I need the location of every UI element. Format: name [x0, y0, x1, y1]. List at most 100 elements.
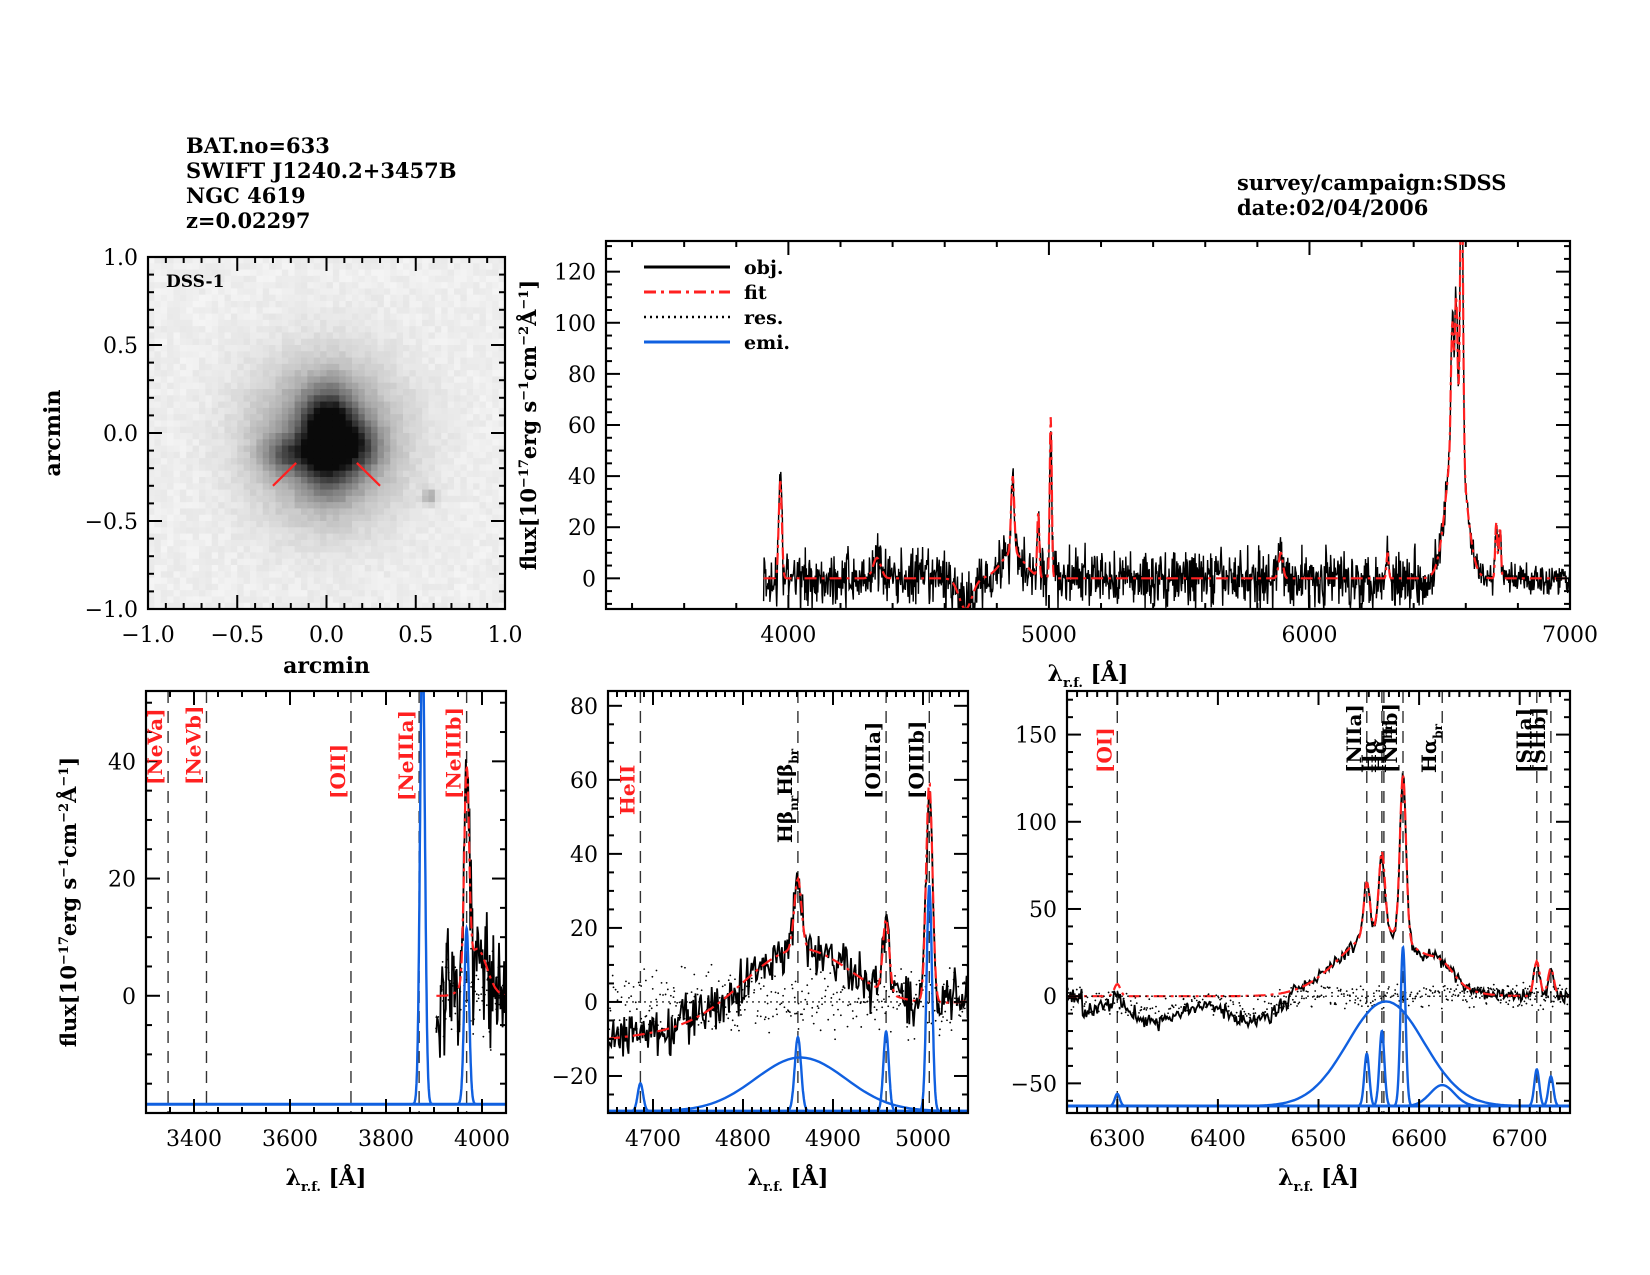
image-pixel	[364, 420, 372, 428]
image-pixel	[256, 420, 264, 428]
image-pixel	[275, 558, 283, 566]
image-pixel	[460, 546, 468, 554]
image-pixel	[199, 521, 206, 528]
image-pixel	[192, 533, 200, 541]
image-pixel	[422, 288, 430, 296]
image-pixel	[428, 363, 436, 371]
residual-point	[1449, 988, 1452, 990]
residual-point	[819, 971, 822, 974]
image-pixel	[377, 420, 385, 428]
image-pixel	[230, 288, 238, 296]
image-pixel	[473, 395, 481, 403]
image-pixel	[498, 301, 505, 308]
image-pixel	[345, 269, 353, 277]
image-pixel	[441, 508, 449, 516]
image-pixel	[211, 414, 219, 422]
image-pixel	[390, 257, 398, 264]
image-pixel	[403, 301, 410, 308]
image-pixel	[256, 495, 264, 503]
image-pixel	[332, 502, 340, 510]
image-pixel	[454, 263, 461, 271]
image-pixel	[396, 370, 404, 378]
residual-point	[1416, 992, 1419, 995]
image-pixel	[434, 301, 442, 308]
image-pixel	[383, 376, 391, 384]
image-pixel	[173, 338, 181, 346]
residual-point	[1297, 1002, 1300, 1005]
residual-point	[883, 998, 885, 1001]
image-pixel	[275, 527, 283, 535]
x-tick-label: 3400	[166, 1127, 222, 1152]
image-pixel	[320, 558, 328, 566]
image-pixel	[326, 275, 334, 283]
image-pixel	[294, 577, 302, 585]
image-pixel	[205, 470, 213, 478]
image-pixel	[358, 351, 366, 359]
residual-point	[1193, 997, 1196, 1000]
residual-point	[1217, 996, 1220, 999]
obj-spectrum-line	[435, 759, 506, 1058]
residual-point	[794, 1012, 796, 1015]
image-pixel	[473, 294, 481, 302]
image-pixel	[288, 458, 296, 466]
image-pixel	[154, 382, 162, 390]
image-pixel	[396, 596, 404, 604]
image-pixel	[218, 483, 226, 491]
image-pixel	[364, 275, 372, 283]
residual-point	[949, 1021, 952, 1024]
image-pixel	[466, 395, 474, 403]
image-pixel	[294, 464, 302, 472]
image-pixel	[492, 363, 500, 371]
image-pixel	[466, 345, 474, 352]
image-pixel	[294, 445, 302, 453]
image-pixel	[250, 370, 257, 378]
image-pixel	[275, 307, 283, 315]
image-pixel	[447, 338, 455, 346]
image-pixel	[383, 451, 391, 459]
image-pixel	[160, 533, 168, 541]
image-pixel	[154, 301, 162, 308]
image-pixel	[160, 376, 168, 384]
image-pixel	[428, 414, 436, 422]
image-pixel	[428, 451, 436, 459]
residual-point	[1229, 999, 1232, 1002]
image-pixel	[148, 426, 155, 434]
residual-point	[1094, 999, 1097, 1002]
image-pixel	[492, 514, 500, 522]
y-tick-label: −20	[552, 1065, 598, 1090]
image-pixel	[230, 376, 238, 384]
residual-point	[743, 1008, 746, 1011]
image-pixel	[377, 546, 385, 554]
image-pixel	[288, 376, 296, 384]
residual-point	[936, 1011, 939, 1014]
image-pixel	[301, 590, 308, 598]
image-pixel	[473, 527, 481, 535]
residual-point	[811, 1015, 814, 1017]
image-pixel	[307, 464, 315, 472]
image-pixel	[218, 407, 226, 415]
image-pixel	[167, 301, 175, 308]
image-pixel	[179, 527, 187, 535]
image-pixel	[364, 565, 372, 572]
residual-point	[1497, 999, 1500, 1002]
image-pixel	[390, 282, 398, 290]
image-pixel	[364, 451, 372, 459]
image-pixel	[447, 301, 455, 308]
image-pixel	[301, 338, 308, 346]
image-pixel	[358, 514, 366, 522]
image-pixel	[454, 495, 461, 503]
residual-point	[677, 1014, 680, 1017]
image-pixel	[498, 275, 505, 283]
image-pixel	[301, 420, 308, 428]
image-pixel	[352, 470, 359, 478]
image-pixel	[205, 426, 213, 434]
image-pixel	[454, 565, 461, 572]
residual-point	[795, 1012, 798, 1015]
image-pixel	[205, 382, 213, 390]
residual-point	[1122, 997, 1125, 1000]
image-pixel	[332, 602, 340, 609]
image-pixel	[447, 514, 455, 522]
residual-point	[725, 1013, 728, 1016]
image-pixel	[275, 301, 283, 308]
image-pixel	[243, 558, 251, 566]
